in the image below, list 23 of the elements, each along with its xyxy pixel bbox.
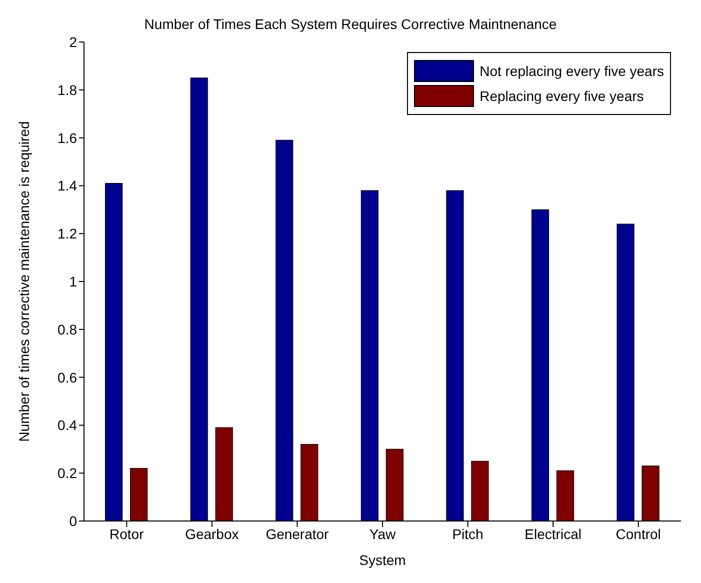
chart-title: Number of Times Each System Requires Corrective Maintnenance [143,16,558,32]
y-tick-label: 1.2 [58,226,78,242]
y-tick-label: 0.8 [58,321,78,338]
x-tick-label: Gearbox [185,526,239,542]
x-tick-label: Rotor [110,526,144,542]
y-tick-label: 1.6 [58,130,78,146]
x-tick-label: Generator [266,526,330,542]
y-tick-label: 2 [69,34,78,50]
y-tick-label: 0 [69,512,78,529]
legend-label: Not replacing every five years [480,63,664,79]
x-tick-label: Electrical [524,526,582,542]
x-tick-label: Yaw [369,526,396,542]
y-axis-title: Number of times corrective maintenance is required [16,121,32,442]
y-tick-label: 0.6 [58,369,78,386]
x-axis-title: System [359,552,406,568]
legend-label: Replacing every five years [480,88,644,104]
y-tick-label: 0.4 [58,417,78,434]
y-tick-label: 0.2 [58,465,78,482]
y-tick-label: 1.8 [58,82,78,98]
y-tick-label: 1 [69,273,78,290]
y-tick-label: 1.4 [58,178,78,194]
x-tick-label: Control [616,526,661,542]
x-tick-label: Pitch [452,526,484,542]
